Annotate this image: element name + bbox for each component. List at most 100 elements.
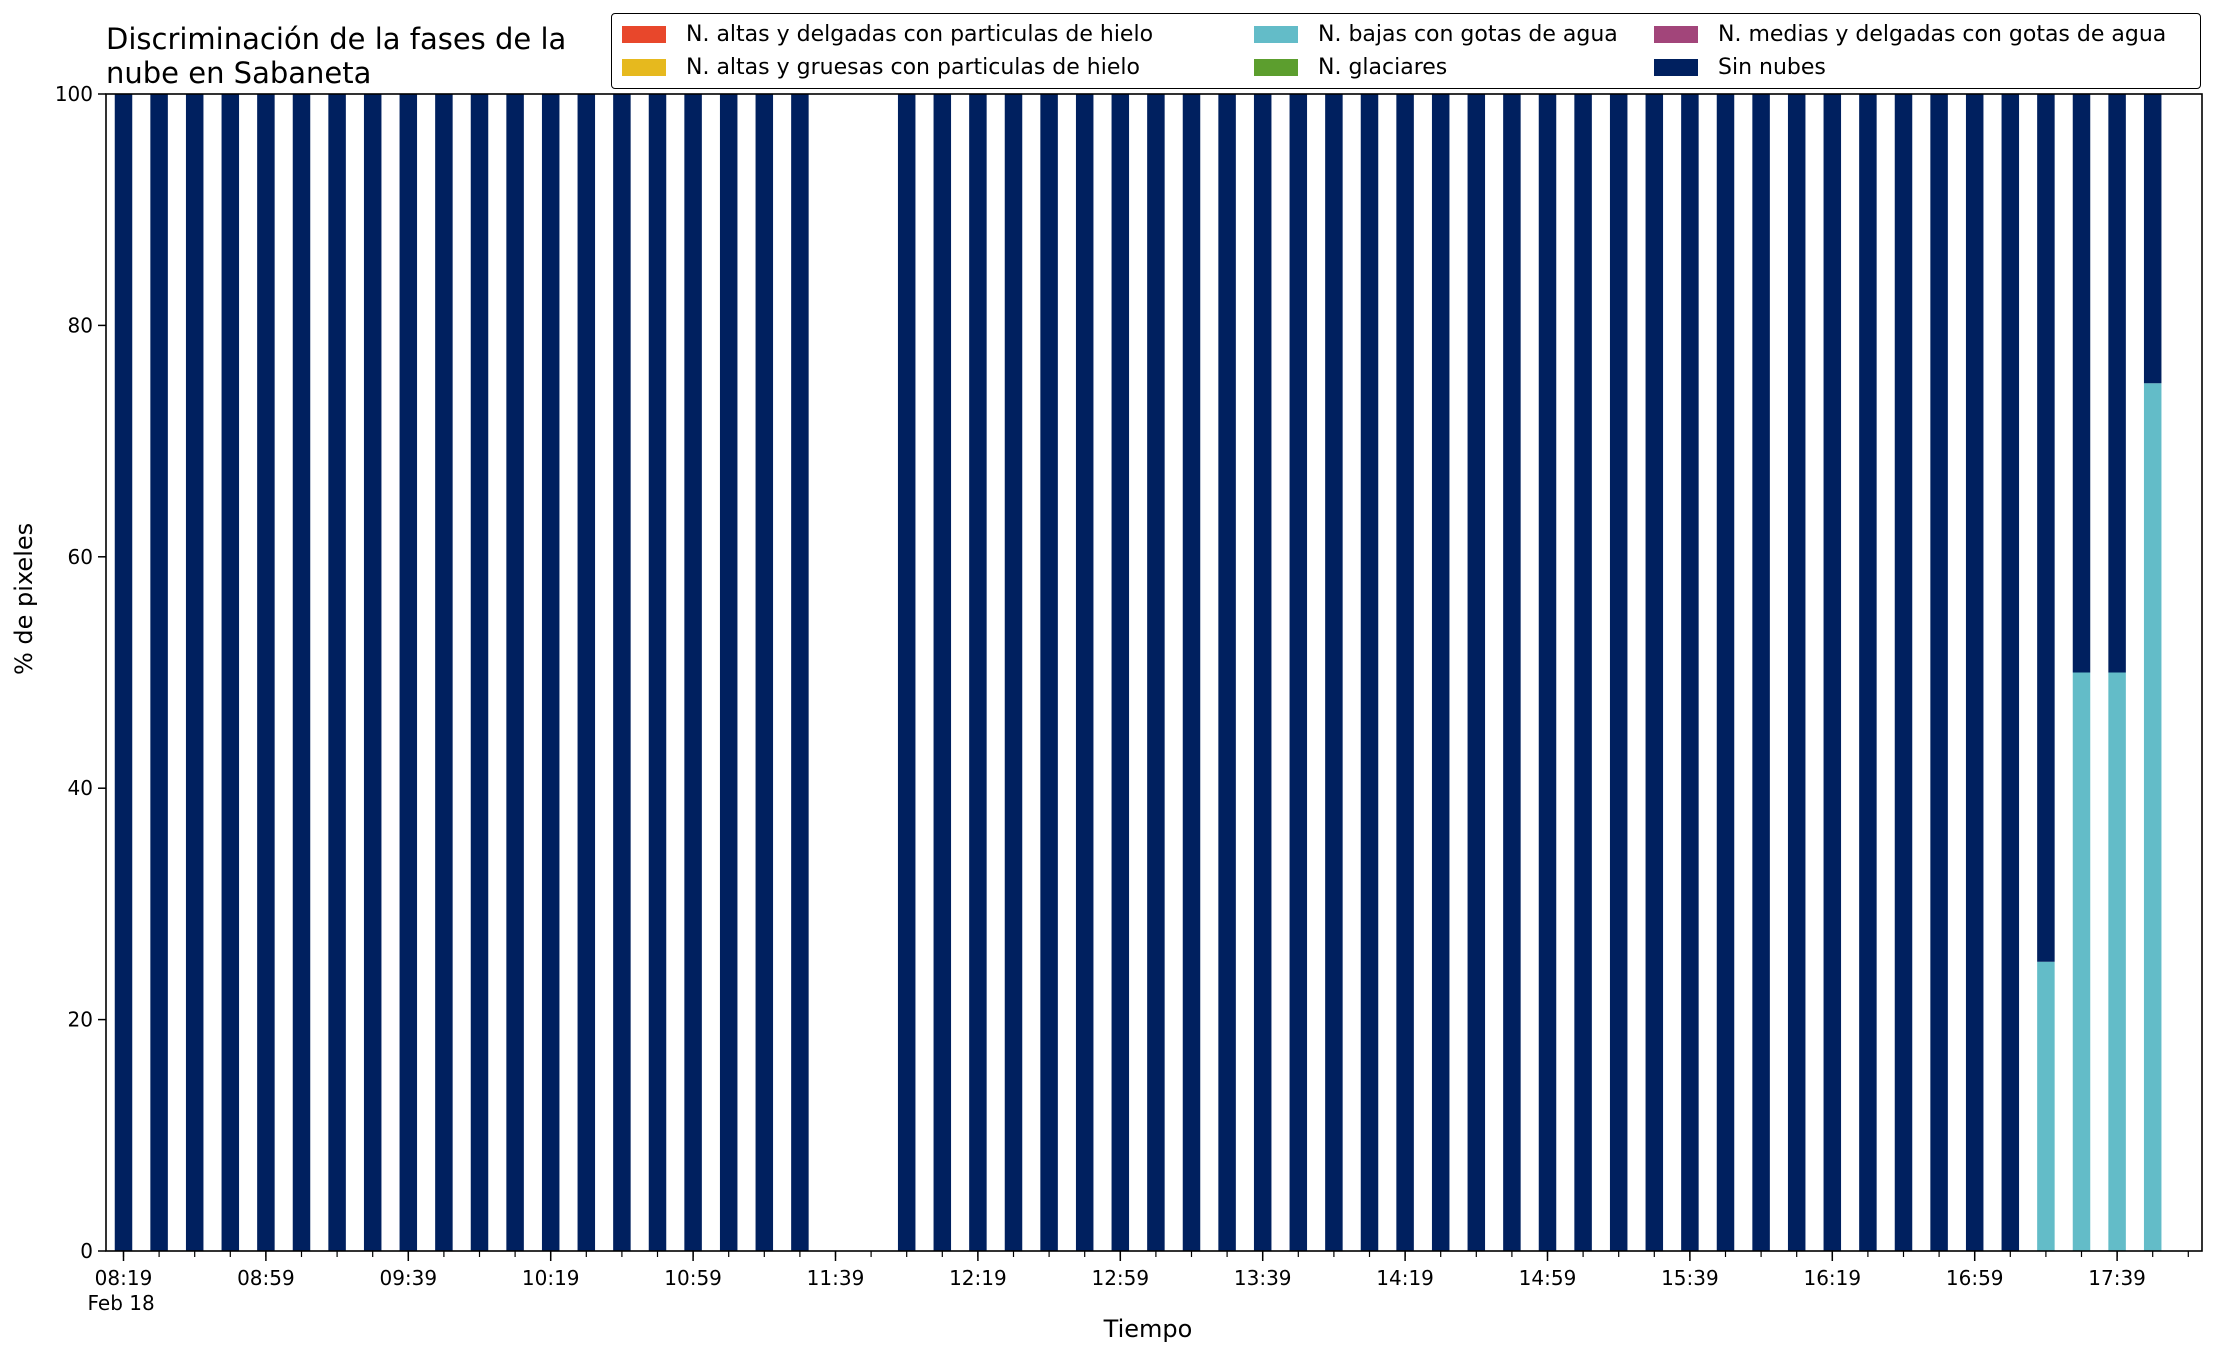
x-tick-label: 08:19 xyxy=(95,1266,153,1290)
bar-segment xyxy=(1574,94,1592,1251)
bar-segment xyxy=(150,94,168,1251)
legend-item-sin-nubes: Sin nubes xyxy=(1654,52,1826,82)
bar-segment xyxy=(969,94,987,1251)
bar-segment xyxy=(470,94,489,1251)
bar-segment xyxy=(719,94,738,1251)
bar-segment xyxy=(1965,94,1984,1251)
legend-item-altas-delgadas: N. altas y delgadas con particulas de hi… xyxy=(622,19,1153,49)
bar-segment xyxy=(1823,94,1842,1251)
legend-swatch xyxy=(622,25,666,43)
legend-swatch xyxy=(622,58,666,76)
legend-item-glaciares: N. glaciares xyxy=(1254,52,1447,82)
x-tick-label: 11:39 xyxy=(807,1266,865,1290)
bar-segment xyxy=(1396,94,1414,1251)
legend-item-altas-gruesas: N. altas y gruesas con particulas de hie… xyxy=(622,52,1140,82)
bar-segment xyxy=(2143,383,2162,1251)
bar-segment xyxy=(1503,94,1521,1251)
legend-label: N. altas y delgadas con particulas de hi… xyxy=(686,21,1154,47)
bar-segment xyxy=(1752,94,1770,1251)
bar-segment xyxy=(1538,94,1557,1251)
legend-swatch xyxy=(1254,25,1298,43)
bar-segment xyxy=(1609,94,1628,1251)
legend-label: N. medias y delgadas con gotas de agua xyxy=(1718,21,2167,47)
bar-segment xyxy=(1253,94,1272,1251)
bar-segment xyxy=(114,94,133,1251)
bar-segment xyxy=(1040,94,1058,1251)
x-tick-label: 12:59 xyxy=(1091,1266,1149,1290)
y-tick-label: 40 xyxy=(68,776,93,800)
bar-segment xyxy=(1182,94,1201,1251)
bar-segment xyxy=(506,94,524,1251)
bar-segment xyxy=(1431,94,1450,1251)
bar-segment xyxy=(435,94,453,1251)
bar-segment xyxy=(1930,94,1948,1251)
x-tick-label: 14:19 xyxy=(1376,1266,1434,1290)
y-tick-label: 0 xyxy=(80,1239,93,1263)
bars-group xyxy=(114,94,2162,1251)
bar-segment xyxy=(1681,94,1699,1251)
bar-segment xyxy=(791,94,809,1251)
bar-segment xyxy=(1218,94,1236,1251)
x-tick-label: 10:19 xyxy=(522,1266,580,1290)
legend-label: Sin nubes xyxy=(1718,54,1826,80)
bar-segment xyxy=(2143,94,2162,384)
x-tick-label: Feb 18 xyxy=(88,1291,155,1315)
legend-item-medias-delgadas: N. medias y delgadas con gotas de agua xyxy=(1654,19,2166,49)
legend: N. altas y delgadas con particulas de hi… xyxy=(611,13,2201,89)
x-tick-label: 10:59 xyxy=(664,1266,722,1290)
legend-swatch xyxy=(1254,58,1298,76)
bar-segment xyxy=(1147,94,1165,1251)
bar-segment xyxy=(257,94,275,1251)
legend-item-bajas-gotas: N. bajas con gotas de agua xyxy=(1254,19,1618,49)
bar-segment xyxy=(933,94,952,1251)
y-tick-label: 100 xyxy=(55,82,93,106)
x-tick-label: 14:59 xyxy=(1519,1266,1577,1290)
legend-label: N. bajas con gotas de agua xyxy=(1318,21,1618,47)
bar-segment xyxy=(1075,94,1094,1251)
x-tick-label: 16:59 xyxy=(1946,1266,2004,1290)
bar-segment xyxy=(363,94,382,1251)
legend-swatch xyxy=(1654,58,1698,76)
bar-segment xyxy=(2001,94,2020,1251)
bar-segment xyxy=(1859,94,1877,1251)
chart-title: Discriminación de la fases de la nube en… xyxy=(106,22,567,90)
bar-segment xyxy=(221,94,240,1251)
bar-segment xyxy=(2037,961,2055,1251)
plot-frame xyxy=(105,93,2203,1252)
bar-segment xyxy=(897,94,916,1251)
y-axis-label: % de pixeles xyxy=(10,522,38,675)
bar-segment xyxy=(1645,94,1664,1251)
bar-segment xyxy=(2108,94,2126,673)
legend-swatch xyxy=(1654,25,1698,43)
x-tick-label: 08:59 xyxy=(237,1266,295,1290)
x-axis-label: Tiempo xyxy=(1103,1315,1193,1343)
bar-segment xyxy=(2037,94,2055,962)
bar-segment xyxy=(648,94,667,1251)
bar-segment xyxy=(2072,672,2091,1251)
bar-segment xyxy=(755,94,774,1251)
bar-segment xyxy=(1467,94,1486,1251)
bar-segment xyxy=(541,94,560,1251)
bar-segment xyxy=(1716,94,1735,1251)
y-tick-label: 20 xyxy=(68,1008,93,1032)
bar-segment xyxy=(684,94,702,1251)
bar-segment xyxy=(185,94,204,1251)
bar-segment xyxy=(328,94,346,1251)
bar-segment xyxy=(1004,94,1023,1251)
bar-segment xyxy=(1111,94,1130,1251)
bar-segment xyxy=(1360,94,1379,1251)
bar-segment xyxy=(577,94,596,1251)
bar-segment xyxy=(292,94,311,1251)
bar-segment xyxy=(1289,94,1308,1251)
bar-segment xyxy=(613,94,631,1251)
x-tick-label: 12:19 xyxy=(949,1266,1007,1290)
bar-segment xyxy=(2072,94,2091,673)
legend-label: N. altas y gruesas con particulas de hie… xyxy=(686,54,1140,80)
y-tick-label: 80 xyxy=(68,313,93,337)
x-tick-label: 09:39 xyxy=(379,1266,437,1290)
bar-segment xyxy=(1325,94,1343,1251)
x-tick-label: 17:39 xyxy=(2088,1266,2146,1290)
x-tick-label: 13:39 xyxy=(1234,1266,1292,1290)
x-tick-label: 16:19 xyxy=(1803,1266,1861,1290)
